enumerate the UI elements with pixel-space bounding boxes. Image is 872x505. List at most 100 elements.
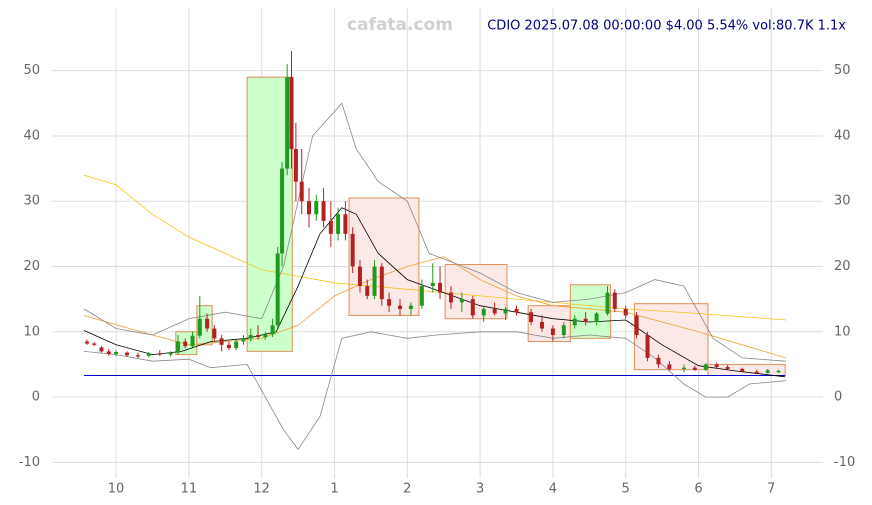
candle-body [703,364,708,370]
y-tick-label: -10 [19,455,40,470]
candle-body [205,318,210,329]
y-tick-label-right: -10 [834,455,855,470]
candle-body [275,253,280,326]
candle-body [135,355,140,357]
candle-body [623,308,628,316]
y-tick-label-right: 20 [834,259,851,274]
candle-body [289,77,294,149]
y-tick-label: 10 [23,324,40,339]
candle-body [197,318,202,336]
candle-body [459,299,464,303]
candle-body [92,343,97,345]
zone-box [707,363,786,377]
candle-body [681,367,686,369]
candle-body [765,370,770,373]
y-tick-label: 30 [23,194,40,209]
y-tick-label: 20 [23,259,40,274]
y-tick-label: 40 [23,128,40,143]
zone-box [246,76,293,352]
y-tick-label-right: 10 [834,324,851,339]
candle-body [219,338,224,345]
candle-body [285,77,290,169]
candle-body [343,214,348,234]
x-tick-label: 5 [622,482,630,497]
indicator-line [83,102,786,362]
candle-body [256,335,261,337]
candle-body [226,344,231,349]
candle-body [492,308,497,314]
candle-body [714,364,719,368]
indicator-line [83,331,786,450]
x-tick-label: 10 [108,482,125,497]
candle-body [692,367,697,370]
chart-title: CDIO 2025.07.08 00:00:00 $4.00 5.54% vol… [487,19,846,34]
y-tick-label: 50 [23,63,40,78]
candle-body [740,368,745,372]
candle-body [357,266,362,287]
candle-body [270,325,275,335]
candle-body [725,367,730,369]
candle-body [314,201,319,215]
candle-body [503,308,508,314]
candle-body [529,312,534,322]
zone-box [444,264,508,320]
candle-body [365,286,370,296]
candle-body [514,308,519,313]
candle-body [645,335,650,358]
candle-body [605,292,610,314]
candle-body [776,370,781,373]
candle-body [157,353,162,355]
x-tick-label: 6 [694,482,702,497]
y-tick-label: 0 [32,390,40,405]
candle-body [234,341,239,349]
candle-body [263,334,268,337]
candle-body [328,220,333,234]
candle-body [612,292,617,309]
candle-body [248,335,253,339]
candle-body [106,351,111,354]
candle-body [448,292,453,303]
candle-body [572,318,577,326]
candle-body [212,328,217,339]
candle-body [146,353,151,356]
candle-body [190,335,195,347]
candle-body [539,321,544,329]
candle-body [583,318,588,322]
candle-body [387,299,392,306]
candle-body [550,328,555,336]
candle-body [175,341,180,353]
zone-box [569,284,611,339]
watermark: cafata.com [347,15,453,35]
x-tick-label: 1 [330,482,338,497]
candle-body [481,308,486,316]
candle-body [379,266,384,300]
candle-body [667,364,672,369]
x-tick-label: 3 [476,482,484,497]
x-tick-label: 2 [403,482,411,497]
x-tick-label: 12 [253,482,270,497]
candle-body [321,201,326,221]
y-tick-label-right: 40 [834,128,851,143]
x-tick-label: 4 [549,482,557,497]
y-tick-label-right: 50 [834,63,851,78]
candle-body [99,347,104,352]
candle-body [470,299,475,316]
candle-body [372,266,377,296]
candle-body [168,352,173,355]
y-tick-label-right: 30 [834,194,851,209]
candle-body [419,286,424,306]
candle-body [299,181,304,202]
candle-body [438,282,443,293]
candle-body [114,352,119,354]
candle-body [656,357,661,365]
candle-body [241,338,246,342]
y-tick-label-right: 0 [834,390,842,405]
grid [52,8,823,478]
candle-body [350,233,355,267]
candle-body [336,214,341,234]
candle-body [634,315,639,336]
candle-body [561,325,566,336]
